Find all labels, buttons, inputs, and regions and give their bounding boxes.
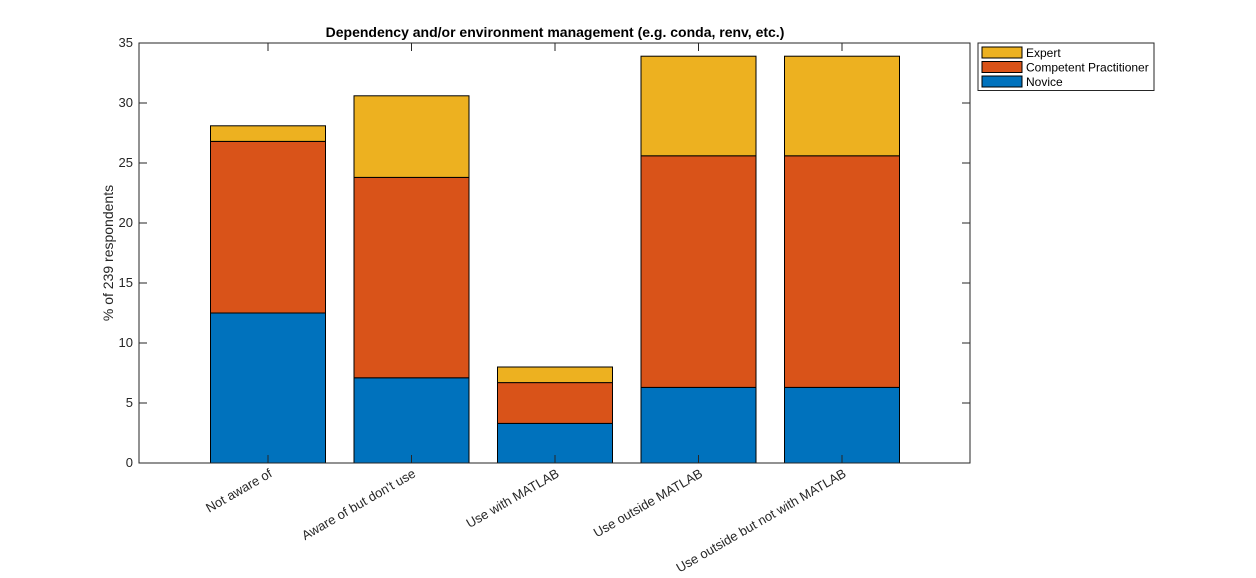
bar-expert-4 [784,55,900,157]
y-tick-label: 20 [119,215,133,230]
chart-title: Dependency and/or environment management… [326,24,785,40]
bar-novice-3 [640,386,757,464]
y-tick-label: 5 [126,395,133,410]
x-tick-label: Not aware of [203,465,275,515]
bar-expert-0 [210,125,326,142]
legend-swatch-competent-practitioner [981,61,1023,73]
bar-expert-2 [497,366,613,384]
legend-swatch-expert [981,46,1023,59]
bars-group [210,55,900,464]
y-tick-label: 10 [119,335,133,350]
x-tick-label: Use outside MATLAB [591,466,705,541]
x-tick-label: Use outside but not with MATLAB [673,466,848,576]
bar-expert-1 [353,95,470,178]
legend-label: Competent Practitioner [1026,61,1149,75]
y-tick-label: 30 [119,95,133,110]
y-tick-label: 15 [119,275,133,290]
bar-novice-0 [210,312,326,464]
y-tick-label: 0 [126,455,133,470]
legend-label: Expert [1026,46,1061,60]
y-tick-label: 25 [119,155,133,170]
x-tick-label: Aware of but don't use [299,466,418,543]
bar-competent-practitioner-4 [784,155,900,388]
bar-competent-practitioner-0 [210,140,326,314]
bar-novice-1 [353,377,470,464]
bar-competent-practitioner-1 [353,176,470,379]
bar-competent-practitioner-3 [640,155,757,388]
bar-competent-practitioner-2 [497,382,613,424]
legend-swatch-novice [981,75,1023,88]
x-tick-label: Use with MATLAB [463,466,561,531]
legend-label: Novice [1026,75,1063,89]
bar-novice-4 [784,386,900,464]
y-axis-label: % of 239 respondents [100,185,116,321]
y-tick-label: 35 [119,35,133,50]
bar-expert-3 [640,55,757,157]
